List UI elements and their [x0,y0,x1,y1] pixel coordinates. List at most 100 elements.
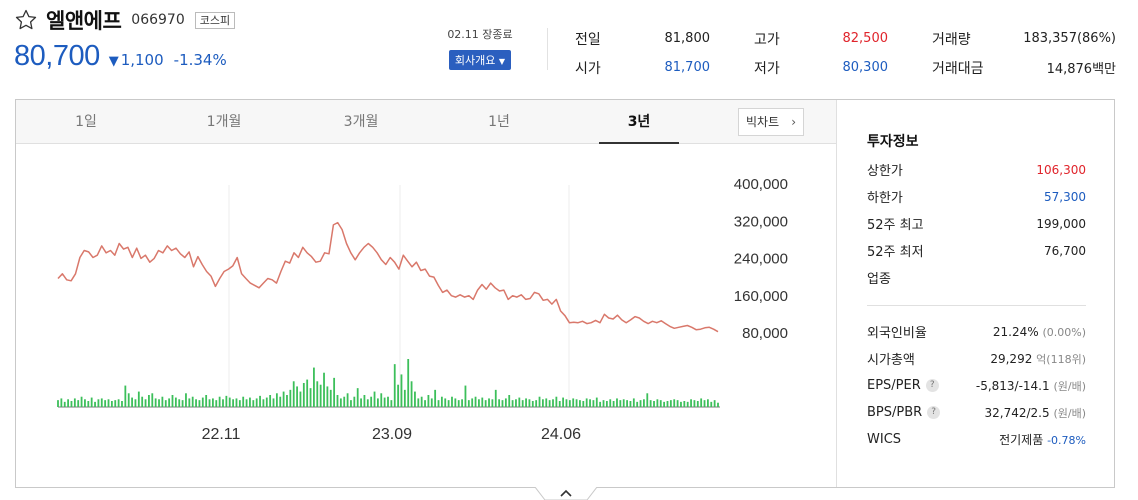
volume-bar [373,391,376,407]
stock-name: 엘앤에프 [46,9,122,33]
volume-bar [545,398,548,407]
volume-bar [717,402,719,407]
side-label: EPS/PER [867,378,921,393]
volume-bar [306,379,309,407]
question-icon[interactable]: ? [927,406,941,419]
volume-bar [343,396,346,407]
volume-bar [97,399,100,407]
volume-bar [565,399,568,407]
side-value: 전기제품 [999,433,1044,447]
volume-bar [663,401,666,407]
volume-bar [592,400,595,407]
volume-bar [693,400,696,407]
volume-bar [275,393,278,407]
volume-bar [188,398,191,407]
volume-bar [673,399,676,407]
volume-bar [164,400,167,407]
volume-bar [417,398,420,407]
volume-bar [211,398,214,407]
company-overview-button[interactable]: 회사개요 ▼ [448,50,512,70]
volume-bar [643,399,645,407]
volume-bar [585,398,588,407]
volume-bar [447,400,450,407]
tab-1m[interactable]: 1개월 [206,114,242,130]
volume-bar [508,395,511,407]
tab-3y[interactable]: 3년 [599,100,679,144]
chevron-up-icon[interactable] [535,487,597,500]
investment-info: 투자정보 상한가 106,300 하한가 57,300 52주 최고 199,000 52주… [836,100,1115,487]
side-value: -5,813/-14.1 [975,378,1050,393]
side-label: WICS [867,432,902,447]
volume-bar [296,386,298,407]
volume-bar [141,396,144,407]
volume-bar [299,391,302,407]
volume-bar [319,384,322,407]
volume-bar [336,395,339,407]
price-chart[interactable]: 400,000 320,000 240,000 160,000 80,000 22.11 2… [16,145,836,487]
volume-bar [100,398,103,407]
volume-bar [602,400,605,407]
volume-bar [174,397,177,407]
volume-bar [228,397,231,407]
volume-bar [572,398,575,407]
big-chart-button[interactable]: 빅차트 › [738,108,804,136]
volume-bar [471,398,474,407]
volume-bar [333,377,336,407]
tab-1d[interactable]: 1일 [75,114,97,130]
volume-bar [131,397,133,407]
volume-bar [353,396,356,407]
volume-bar [289,389,292,407]
volume-bar [700,398,703,407]
side-label: 하한가 [867,191,903,206]
volume-bar [154,398,157,407]
volume-bar [366,399,369,407]
volume-bar [90,397,93,407]
volume-bar [464,385,467,407]
volume-bar [205,395,208,407]
side-subvalue: (원/배) [1053,406,1086,420]
company-overview-label: 회사개요 [454,54,496,67]
volume-bar [562,397,565,407]
side-subvalue: -0.78% [1047,434,1086,447]
side-row: BPS/PBR? 32,742/2.5 (원/배) [867,399,1086,426]
volume-bar [636,401,639,407]
stock-header: 엘앤에프 066970 코스피 80,700 ▼ 1,100 -1.34% [14,6,236,73]
summary-col-3: 거래량 183,357(86%) 거래대금 14,876백만 [932,24,1116,82]
volume-bar [151,393,154,407]
side-label: 시가총액 [867,353,915,368]
investment-info-title: 투자정보 [867,134,919,150]
volume-bar [104,400,107,407]
volume-bar [272,398,275,407]
volume-bar [110,401,113,407]
big-chart-label: 빅차트 [746,115,780,129]
volume-bar [595,397,598,407]
side-divider [867,305,1086,306]
tab-3m[interactable]: 3개월 [343,114,379,130]
volume-bar [393,364,396,407]
volume-bar [710,401,713,407]
volume-bar [73,398,76,407]
volume-bar [363,395,366,407]
tab-1y[interactable]: 1년 [488,114,510,130]
volume-bar [60,398,63,407]
volume-bar [713,400,716,407]
volume-bar [144,399,147,407]
volume-bar [127,393,130,407]
volume-bar [521,400,524,407]
side-value: 106,300 [1036,162,1086,177]
volume-bar [390,400,393,407]
side-value: 76,700 [1044,243,1086,258]
question-icon[interactable]: ? [925,379,939,392]
volume-bar [137,391,140,407]
volume-bar [511,400,514,407]
volume-bar [467,400,470,407]
star-outline-icon[interactable] [14,8,38,32]
volume-bar [515,399,517,407]
volume-bar [218,396,221,407]
volume-bar [380,393,383,407]
volume-bar [148,395,150,407]
volume-bar [383,397,386,407]
volume-bar [329,389,332,407]
volume-bar [451,396,453,407]
volume-bar [696,401,699,407]
